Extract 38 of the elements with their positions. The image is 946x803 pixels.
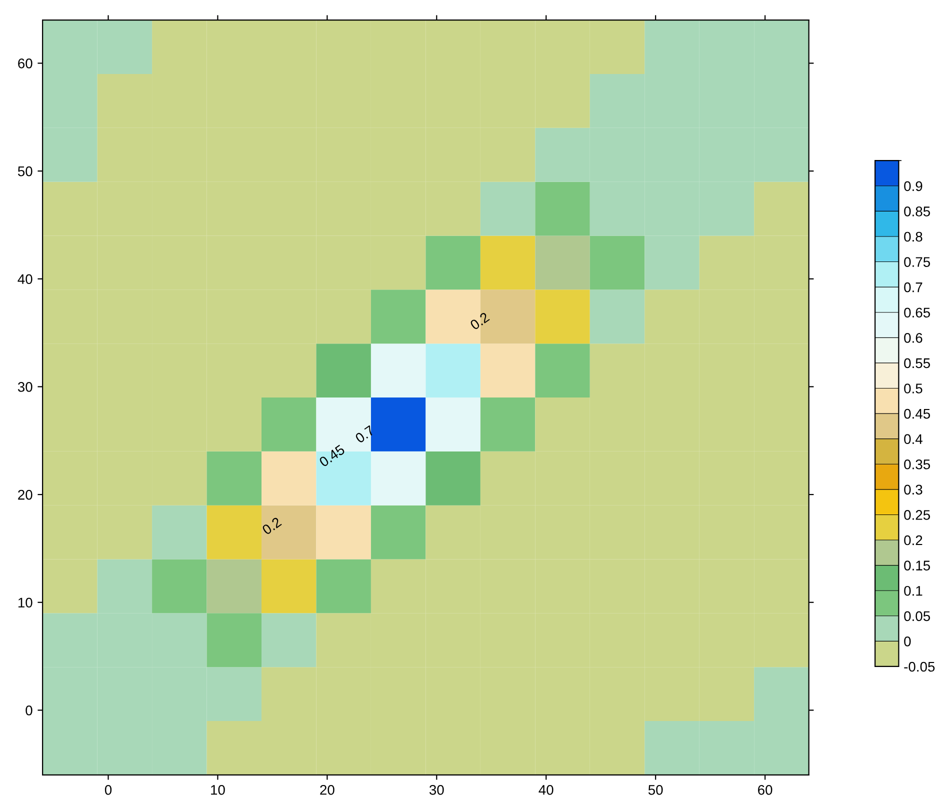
color-bar-label: 0.2: [904, 535, 922, 546]
annotation: 0.2: [469, 312, 490, 330]
color-bar-label: -0.05: [904, 662, 935, 672]
color-bar-label: 0.4: [904, 434, 922, 444]
x-tick-label: 20: [320, 784, 334, 795]
annotation: 0.2: [261, 516, 282, 536]
color-bar-label: 0.05: [904, 611, 930, 622]
color-bar-label: 0: [904, 636, 911, 646]
color-bar-label: 0.35: [904, 459, 930, 470]
color-bar-label: 0.85: [904, 206, 930, 216]
y-tick-label: 30: [18, 382, 32, 392]
y-tick-label: 60: [18, 58, 32, 68]
x-tick-label: 50: [648, 784, 663, 795]
x-tick-label: 60: [758, 784, 772, 795]
annotation: 0.45: [318, 444, 346, 468]
x-tick-label: 30: [429, 784, 444, 795]
color-bar-label: 0.6: [904, 332, 922, 343]
x-tick-label: 0: [104, 784, 112, 795]
y-tick-label: 20: [18, 490, 32, 500]
color-bar-label: 0.5: [904, 384, 922, 394]
color-bar-label: 0.7: [904, 282, 922, 292]
y-tick-label: 10: [18, 598, 32, 608]
color-bar-label: 0.45: [904, 408, 930, 419]
color-bar-label: 0.15: [904, 560, 930, 570]
color-bar-label: 0.25: [904, 510, 930, 520]
color-bar-label: 0.75: [904, 257, 930, 267]
color-bar-label: 0.9: [904, 181, 922, 192]
color-bar-label: 0.1: [904, 586, 922, 596]
y-tick-label: 50: [18, 166, 32, 176]
x-tick-label: 10: [211, 784, 225, 795]
color-bar-label: 0.65: [904, 308, 930, 318]
color-bar-label: 0.3: [904, 484, 922, 495]
color-bar-label: 0.55: [904, 358, 930, 368]
y-tick-label: 40: [18, 274, 32, 284]
y-tick-label: 0: [26, 706, 32, 716]
x-tick-label: 40: [538, 784, 554, 795]
color-bar-label: 0.8: [904, 232, 922, 242]
annotation: 0.7: [354, 425, 375, 444]
